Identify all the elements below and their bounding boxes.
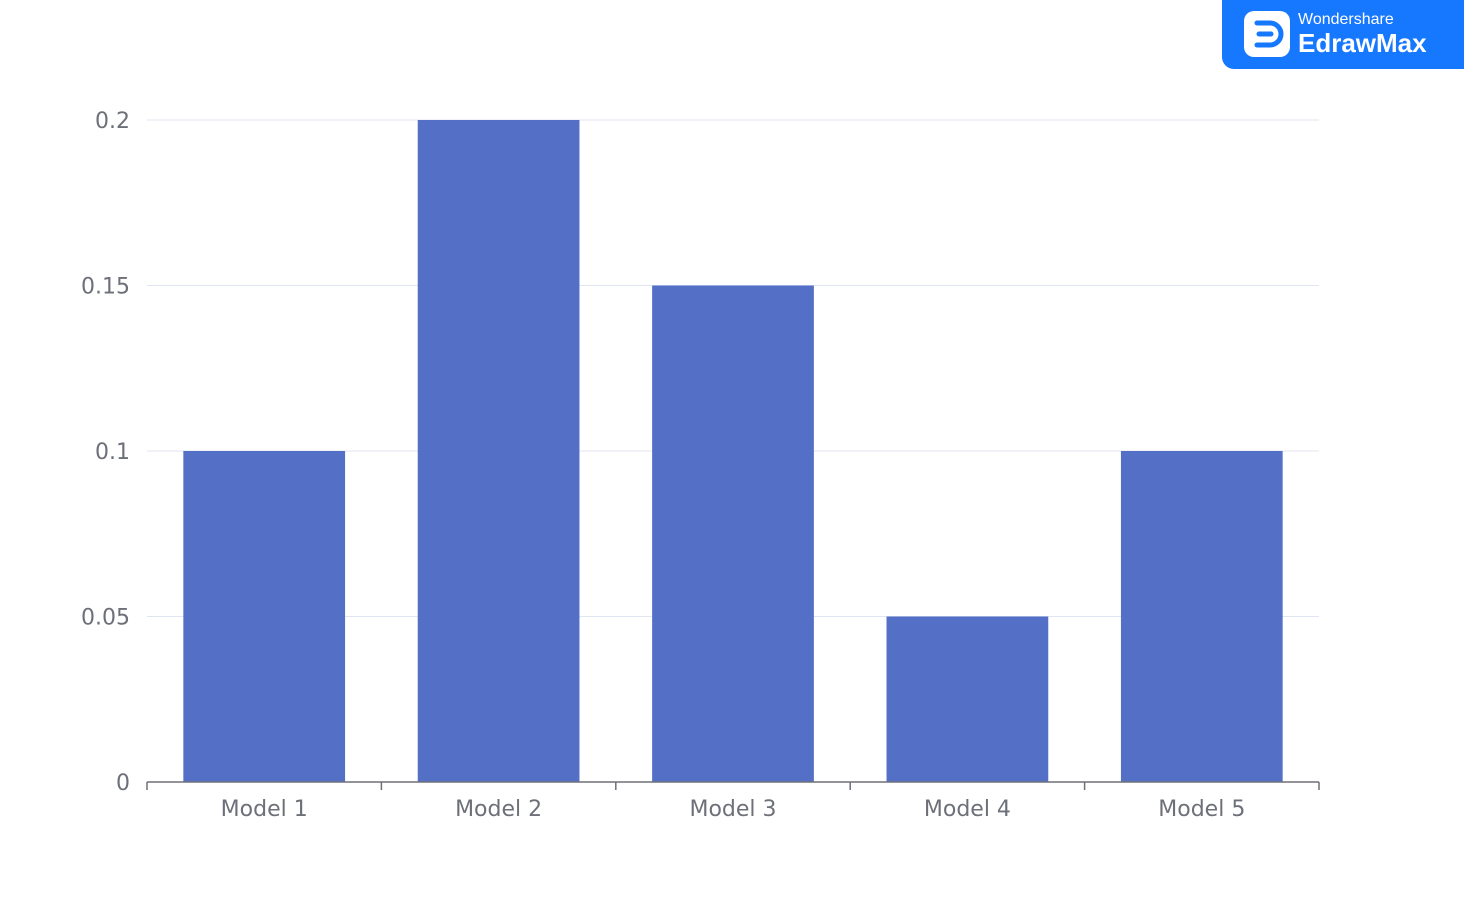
- y-tick-label: 0.1: [95, 440, 130, 465]
- y-tick-label: 0.15: [81, 275, 130, 300]
- y-tick-label: 0.2: [95, 109, 130, 134]
- brand-company: Wondershare: [1298, 11, 1394, 28]
- edrawmax-badge[interactable]: Wondershare EdrawMax: [1222, 0, 1464, 69]
- x-tick-label: Model 1: [221, 797, 308, 822]
- bar-model-2: [417, 120, 580, 782]
- bar-model-4: [886, 616, 1049, 782]
- edrawmax-logo-icon: [1244, 11, 1290, 57]
- brand-product: EdrawMax: [1298, 28, 1427, 58]
- bar-model-1: [183, 451, 346, 782]
- x-tick-label: Model 3: [689, 797, 776, 822]
- y-tick-label: 0: [116, 771, 130, 796]
- x-tick-label: Model 2: [455, 797, 542, 822]
- bar-model-3: [652, 285, 814, 782]
- x-tick-label: Model 5: [1158, 797, 1245, 822]
- bar-model-5: [1120, 451, 1283, 782]
- x-tick-label: Model 4: [924, 797, 1011, 822]
- y-tick-label: 0.05: [81, 606, 130, 631]
